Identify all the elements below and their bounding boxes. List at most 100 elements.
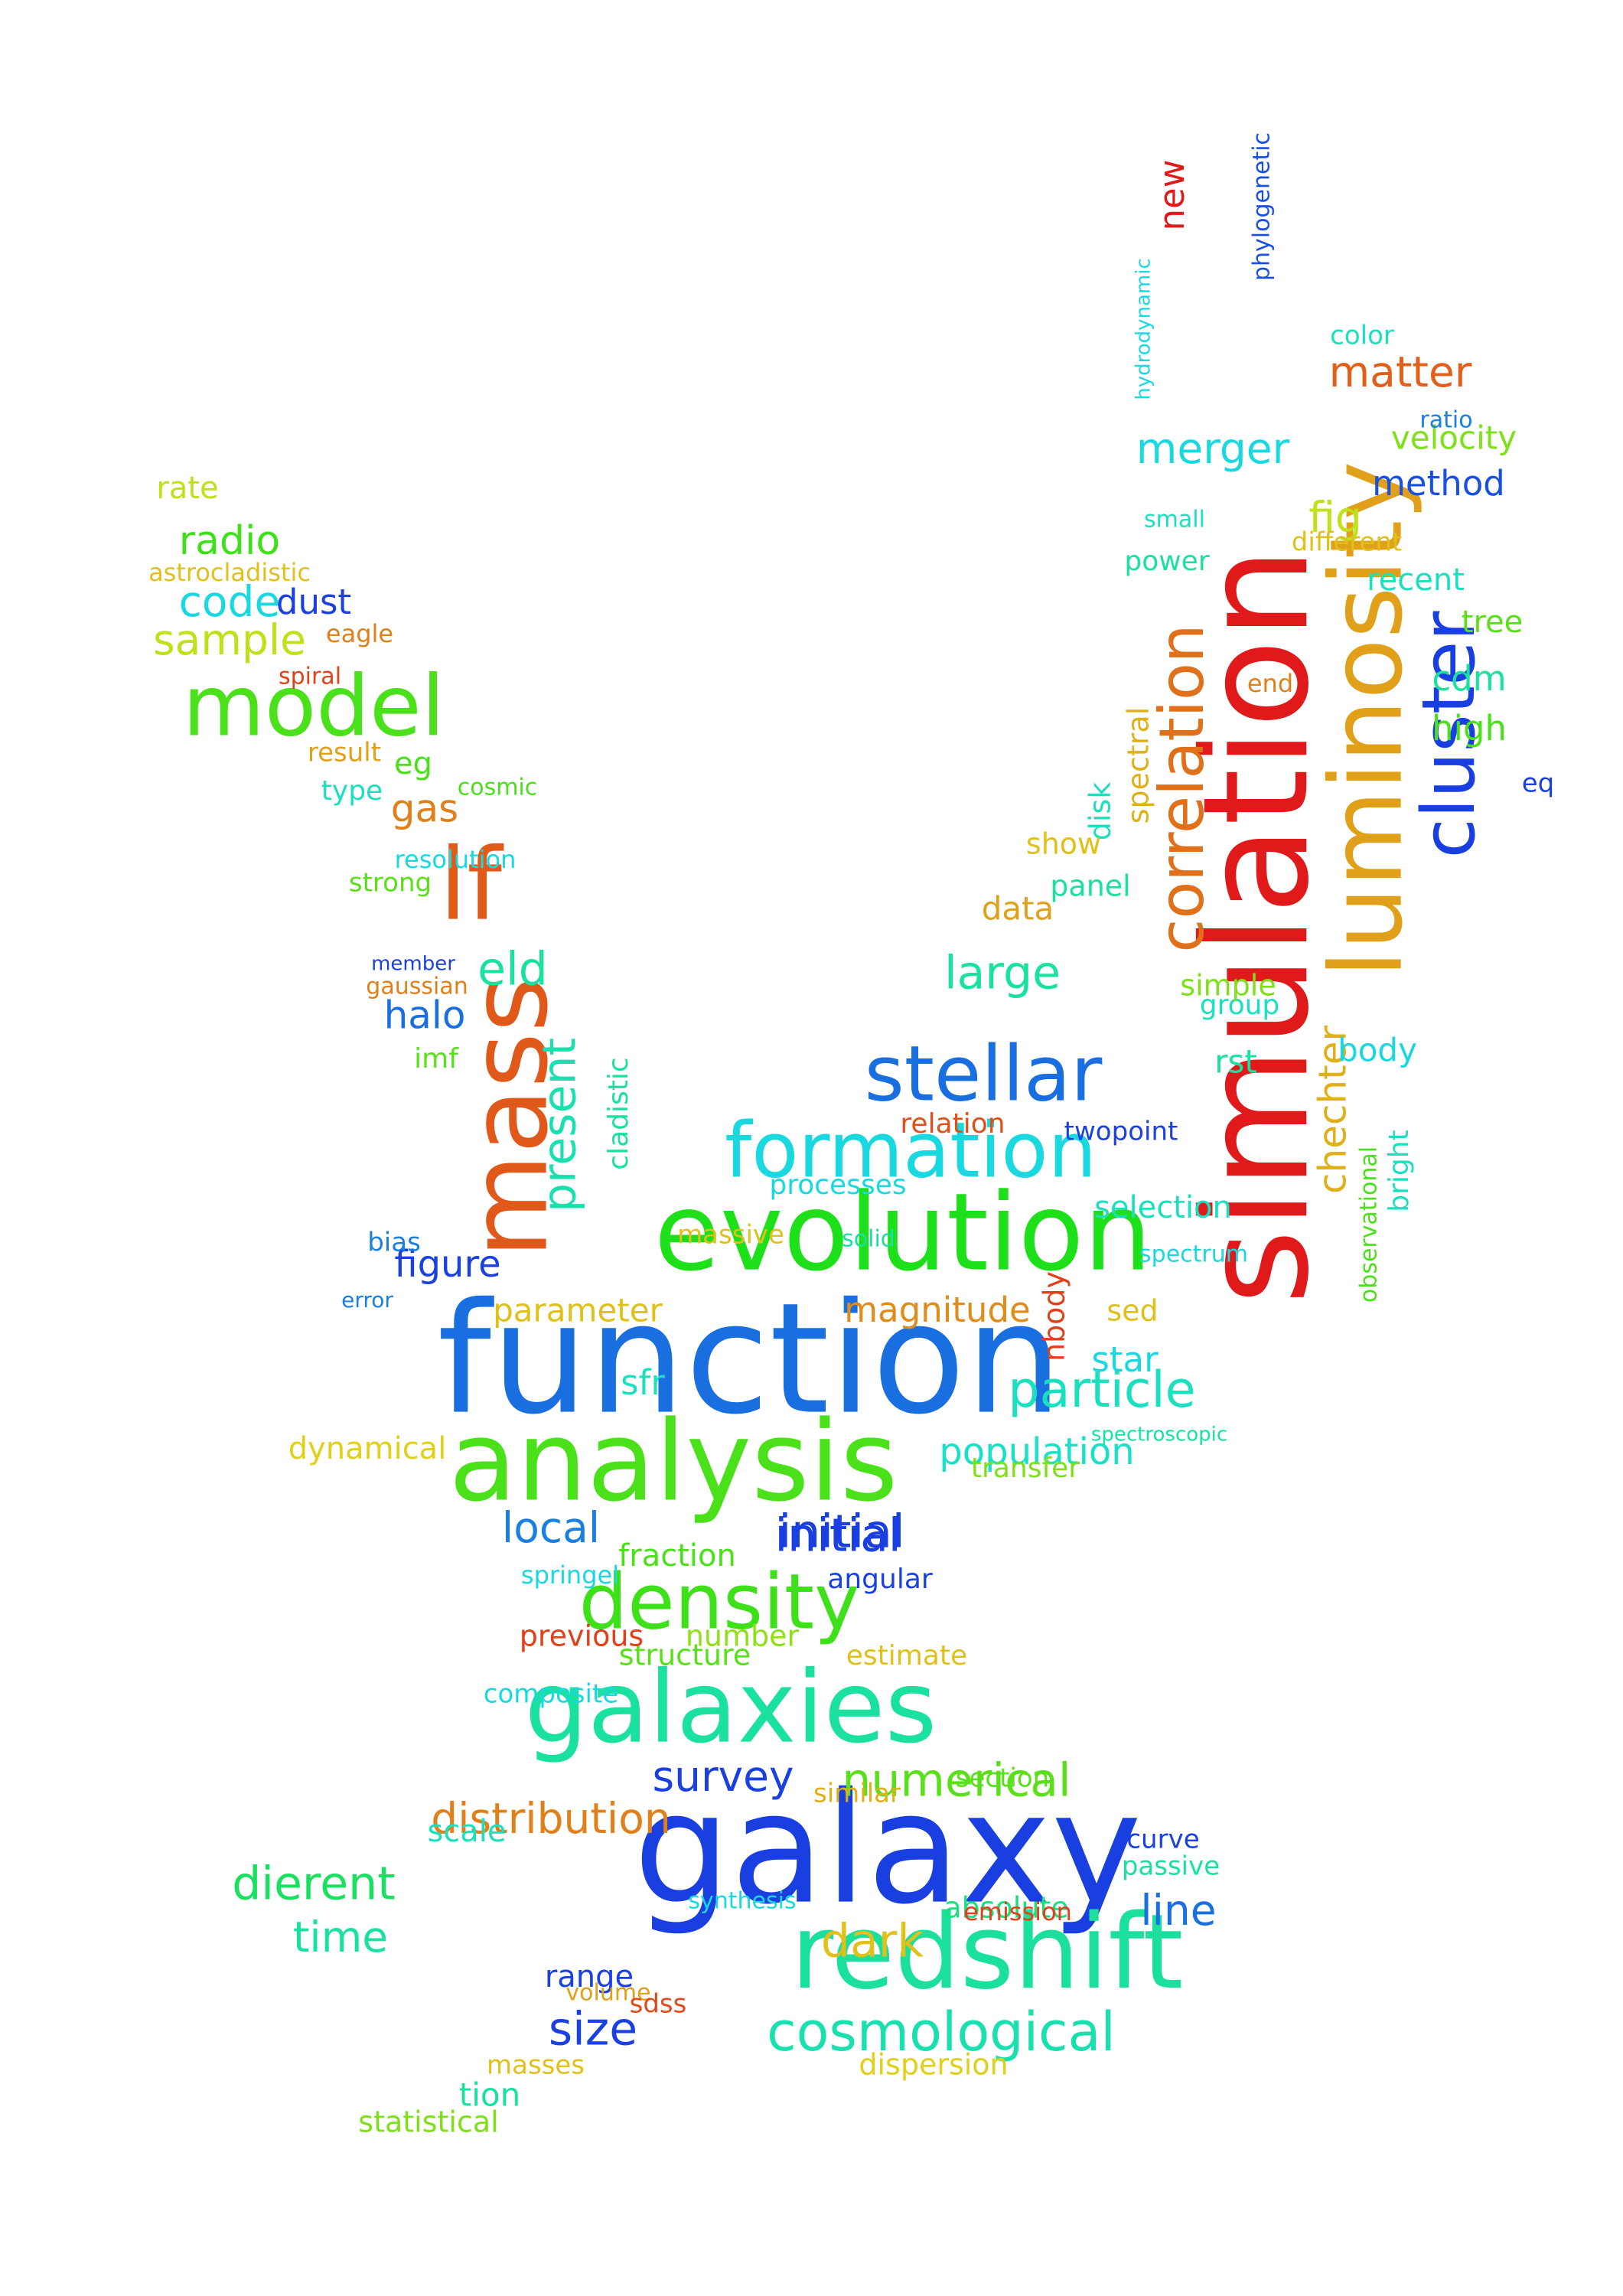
cloud-word: transfer [971,1453,1080,1484]
cloud-word: distribution [431,1794,670,1843]
cloud-word: emission [963,1897,1072,1926]
cloud-word: number [686,1619,800,1653]
cloud-word: body [1338,1032,1417,1069]
cloud-word: nbody [1038,1271,1071,1362]
cloud-word: star [1091,1339,1159,1380]
cloud-word: particle [1008,1362,1195,1419]
cloud-word: sdss [630,1989,687,2020]
cloud-word: rate [156,471,218,506]
cloud-word: spectrum [1139,1241,1248,1268]
cloud-word: absolute [943,1891,1068,1925]
cloud-word: type [321,775,383,807]
cloud-word: section [956,1763,1049,1794]
cloud-word: processes [769,1169,906,1201]
cloud-word: similar [813,1779,901,1809]
cloud-word: population [939,1430,1134,1473]
cloud-word: cdm [1432,658,1506,699]
cloud-word: fraction [618,1538,736,1574]
cloud-word: relation [900,1108,1005,1140]
cloud-word: evolution [654,1171,1152,1296]
cloud-word: error [341,1287,393,1313]
cloud-word: range [545,1959,634,1994]
cloud-word: masses [487,2050,585,2081]
cloud-word: present [533,1038,587,1212]
cloud-word: end [1247,669,1293,698]
cloud-word: power [1124,546,1209,577]
cloud-word: luminosity [1309,461,1425,978]
cloud-word: solid [842,1226,895,1253]
cloud-word: formation [725,1105,1097,1195]
cloud-word: lf [439,827,504,943]
cloud-word: phylogenetic [1249,132,1276,281]
cloud-word: bias [367,1228,421,1258]
cloud-word: halo [384,993,466,1038]
cloud-word: velocity [1391,419,1517,457]
cloud-word: line [1140,1886,1216,1935]
cloud-word: spectroscopic [1091,1424,1227,1446]
cloud-word: merger [1136,424,1290,473]
cloud-word: initial [775,1509,901,1563]
cloud-word: magnitude [844,1290,1030,1330]
cloud-word: cosmological [767,2001,1116,2063]
cloud-word: tion [459,2076,520,2114]
cloud-word: structure [619,1639,751,1672]
cloud-word: different [1292,527,1402,558]
cloud-word: matter [1329,347,1472,396]
cloud-word: time [293,1913,388,1962]
cloud-word: astrocladistic [148,558,311,587]
cloud-word: parameter [493,1292,663,1329]
cloud-word: ratio [1419,407,1472,434]
cloud-word: volume [565,1980,650,2007]
cloud-word: eld [477,943,548,996]
cloud-word: curve [1126,1825,1199,1855]
cloud-word: strong [349,868,432,899]
cloud-word: dust [276,582,351,622]
cloud-word: hydrodynamic [1133,258,1155,400]
cloud-word: numerical [842,1754,1071,1808]
cloud-word: scale [427,1814,506,1849]
cloud-word: spiral [279,664,341,690]
cloud-word: galaxy [634,1760,1142,1939]
cloud-word: data [982,890,1054,928]
cloud-word: mass [448,977,572,1258]
cloud-word: simulation [1172,547,1341,1305]
cloud-word: bright [1383,1130,1415,1212]
cloud-word: dark [821,1915,924,1968]
cloud-word: show [1026,827,1101,861]
cloud-word: selection [1094,1190,1232,1225]
cloud-word: correlation [1146,624,1217,952]
cloud-word: sed [1106,1294,1158,1328]
cloud-word: statistical [358,2105,498,2139]
cloud-word: group [1200,990,1280,1021]
cloud-word: cladistic [603,1057,634,1169]
cloud-word: local [502,1503,600,1552]
cloud-word: size [549,2003,637,2056]
cloud-word: eagle [326,619,393,648]
cloud-word: cosmic [458,775,538,801]
cloud-word: high [1432,708,1507,748]
cloud-word: resolution [395,845,517,874]
cloud-word: disk [1084,782,1117,840]
cloud-word: radio [179,518,281,564]
cloud-word: figure [394,1243,500,1286]
cloud-word: result [308,738,381,768]
cloud-word: dynamical [288,1431,447,1466]
cloud-word: density [579,1557,860,1646]
cloud-word: initial [779,1505,905,1559]
cloud-word: dispersion [859,2048,1008,2082]
cloud-word: estimate [846,1640,967,1671]
cloud-word: tree [1462,605,1523,640]
cloud-word: massive [677,1220,784,1251]
cloud-word: cluster [1407,611,1491,859]
cloud-word: synthesis [688,1888,796,1915]
cloud-word: galaxies [525,1649,937,1766]
cloud-word: gas [391,787,458,831]
cloud-word: survey [652,1752,794,1801]
cloud-word: new [1152,159,1192,230]
cloud-word: previous [520,1619,644,1653]
cloud-word: composite [484,1679,618,1710]
cloud-word: recent [1367,563,1465,598]
cloud-word: panel [1050,869,1130,903]
